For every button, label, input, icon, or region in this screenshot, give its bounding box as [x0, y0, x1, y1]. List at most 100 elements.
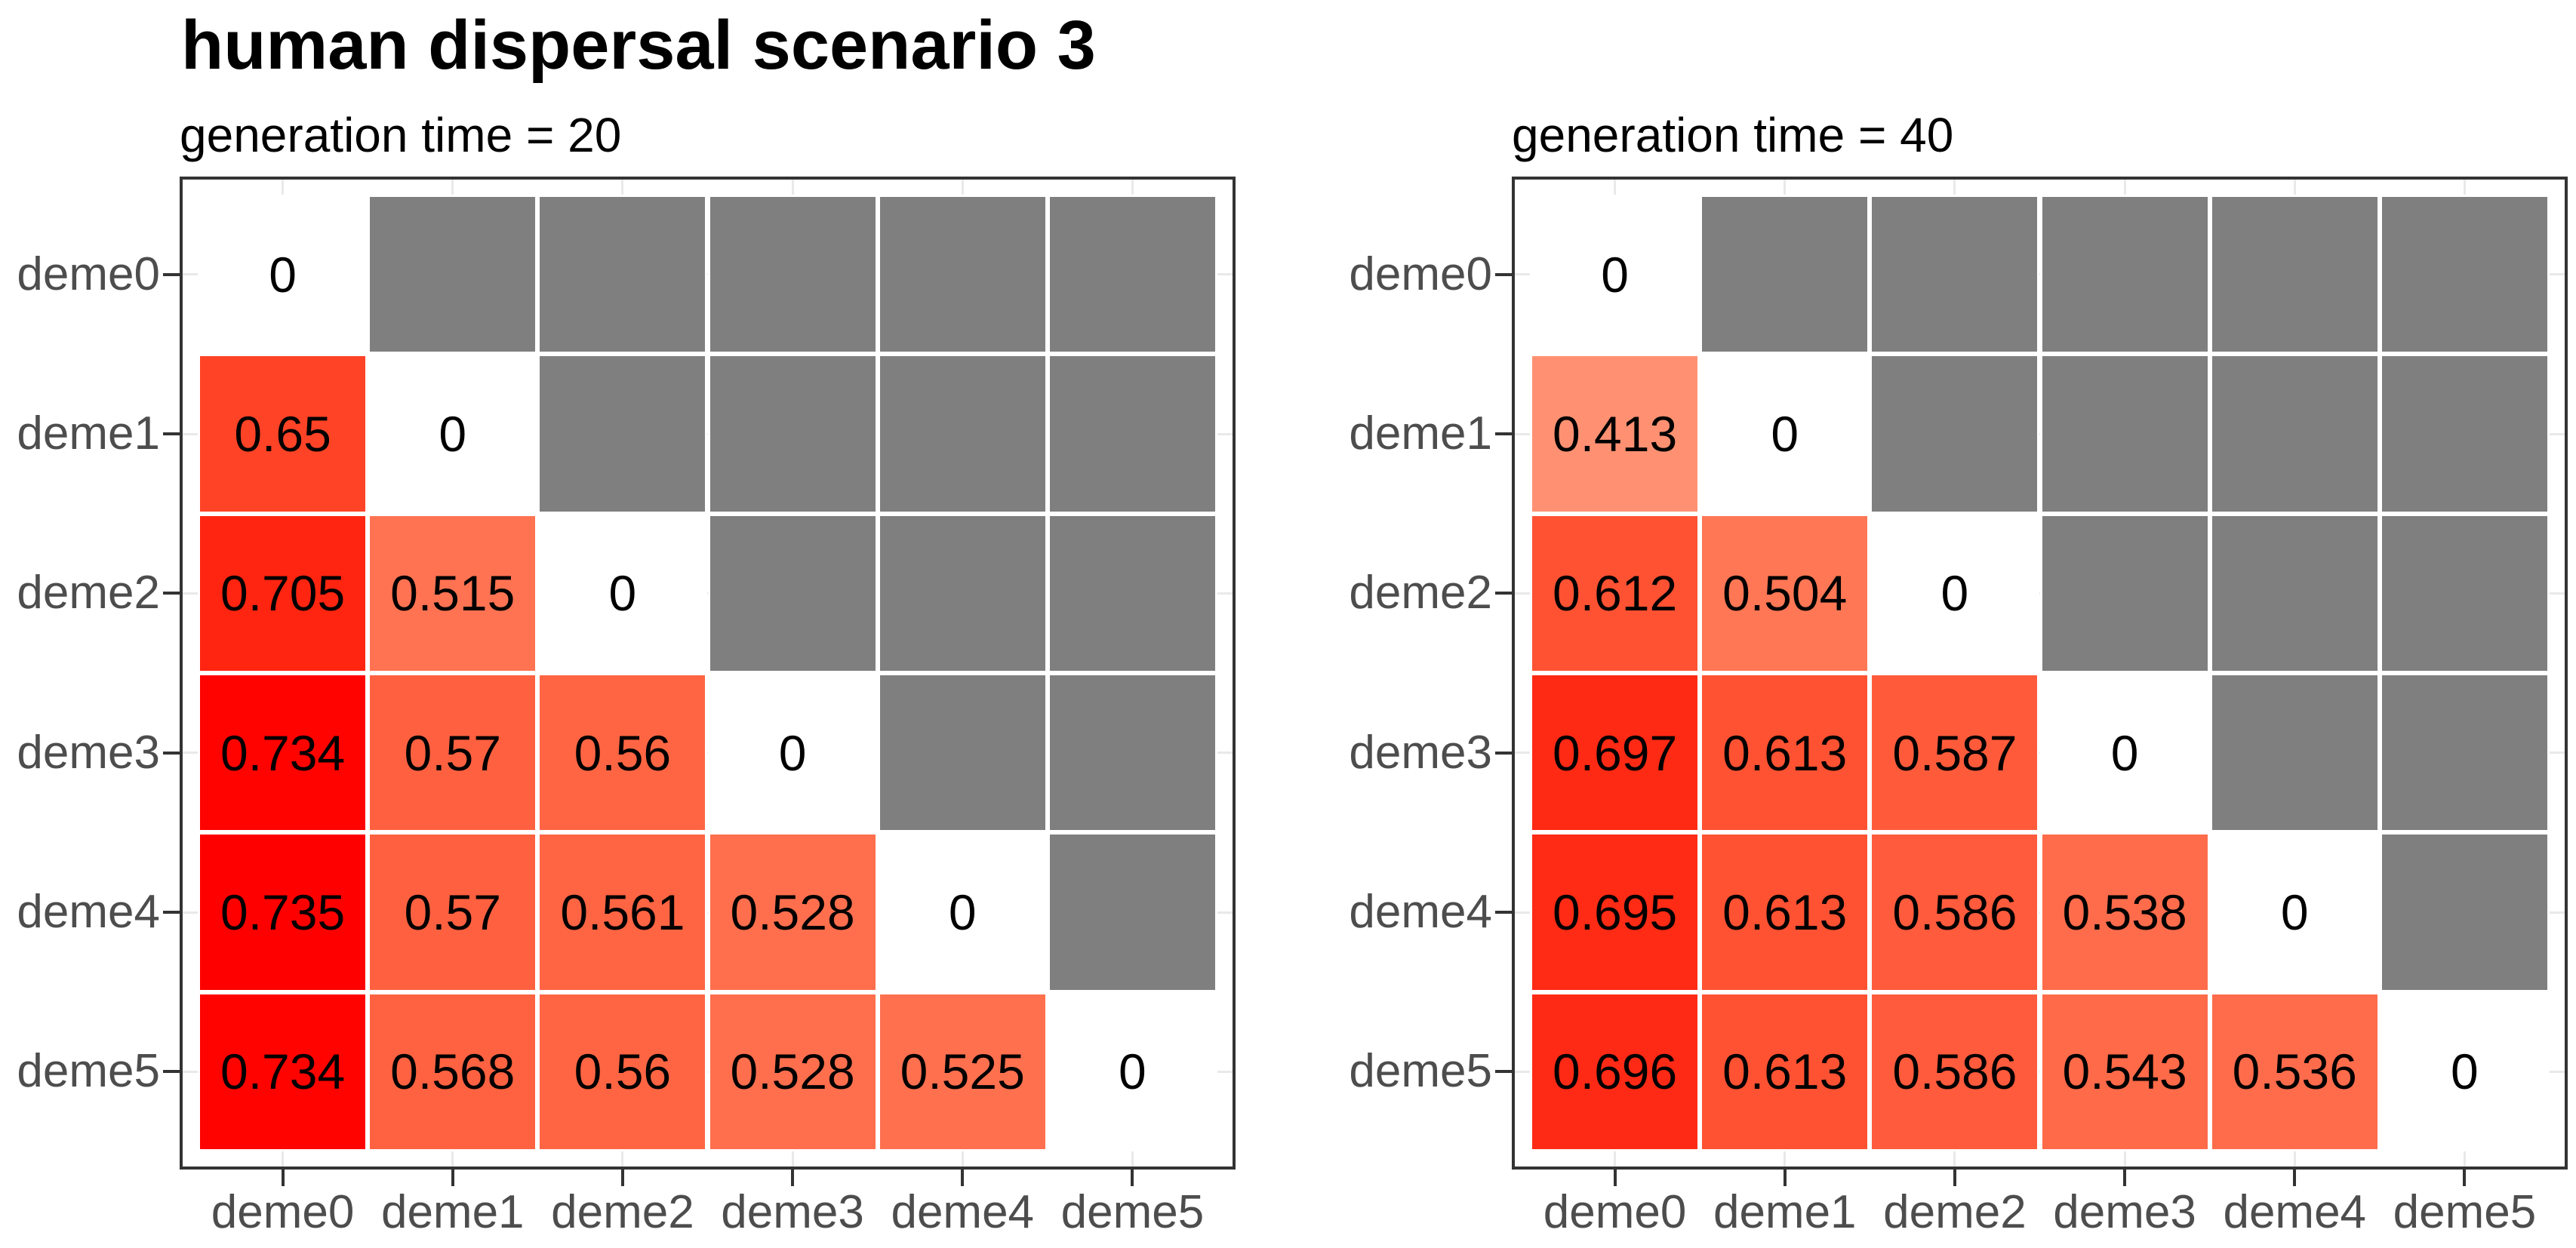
x-axis-label: deme4	[2223, 1186, 2367, 1238]
na-cell	[707, 195, 878, 355]
heatmap-cell: 0.65	[198, 354, 368, 514]
heatmap-cell: 0.587	[1870, 673, 2040, 833]
y-axis-label: deme5	[17, 1045, 160, 1098]
y-tick	[1495, 751, 1512, 755]
na-cell	[2039, 354, 2210, 514]
heatmap-cell: 0.613	[1700, 832, 1870, 992]
heatmap-cell: 0	[2039, 673, 2210, 833]
na-cell	[877, 354, 1048, 514]
heatmap-cell: 0.536	[2209, 991, 2380, 1151]
y-axis-label: deme0	[17, 247, 160, 300]
na-cell	[2209, 513, 2380, 673]
y-axis-label: deme3	[1349, 726, 1492, 779]
heatmap-panel-gen20: 0 0.65 0 0.705 0.515 0 0.734 0.57 0.56 0 0.735 0.57…	[180, 177, 1236, 1170]
y-tick	[1495, 1070, 1512, 1074]
heatmap-cell: 0.56	[537, 991, 708, 1151]
heatmap-cell: 0.57	[368, 832, 538, 992]
heatmap-cell: 0.568	[368, 991, 538, 1151]
y-axis-label: deme1	[17, 407, 160, 460]
x-axis-label: deme1	[380, 1186, 525, 1238]
y-tick	[1495, 432, 1512, 435]
y-axis-label: deme4	[1349, 886, 1492, 938]
heatmap-cell: 0	[2379, 991, 2550, 1151]
heatmap-panel-gen40: 0 0.413 0 0.612 0.504 0 0.697 0.613 0.587 0 0.695 0…	[1512, 177, 2568, 1170]
heatmap-cell: 0.57	[368, 673, 538, 833]
na-cell	[1047, 513, 1217, 673]
heatmap-cell: 0.613	[1700, 673, 1870, 833]
y-tick	[1495, 272, 1512, 276]
heatmap-cell: 0.705	[198, 513, 368, 673]
y-tick	[163, 751, 180, 755]
heatmap-cell: 0.612	[1530, 513, 1700, 673]
heatmap-cell: 0.586	[1870, 832, 2040, 992]
na-cell	[2209, 673, 2380, 833]
heatmap-cell: 0.543	[2039, 991, 2210, 1151]
facet-subtitle-gen40: generation time = 40	[1512, 108, 1954, 162]
x-axis-label: deme1	[1713, 1186, 1857, 1238]
na-cell	[877, 195, 1048, 355]
x-axis-label: deme5	[2393, 1186, 2537, 1238]
heatmap-cell: 0.613	[1700, 991, 1870, 1151]
y-tick	[163, 1070, 180, 1074]
x-tick	[1953, 1170, 1956, 1186]
facet-subtitle-gen20: generation time = 20	[180, 108, 622, 162]
x-tick	[1783, 1170, 1787, 1186]
heatmap-cell: 0	[1530, 195, 1700, 355]
na-cell	[537, 354, 708, 514]
heatmap-cell: 0	[707, 673, 878, 833]
heatmap-cell: 0.56	[537, 673, 708, 833]
na-cell	[877, 513, 1048, 673]
x-tick	[2293, 1170, 2297, 1186]
x-axis-label: deme0	[1543, 1186, 1687, 1238]
y-axis-label: deme0	[1349, 247, 1492, 300]
na-cell	[1047, 832, 1217, 992]
na-cell	[2209, 354, 2380, 514]
y-axis-label: deme3	[17, 726, 160, 779]
y-tick	[163, 272, 180, 276]
x-axis-label: deme2	[1883, 1186, 2027, 1238]
na-cell	[707, 513, 878, 673]
x-tick	[1613, 1170, 1617, 1186]
na-cell	[2209, 195, 2380, 355]
y-axis-label: deme5	[1349, 1045, 1492, 1098]
heatmap-cell: 0.528	[707, 991, 878, 1151]
heatmap-cell: 0	[368, 354, 538, 514]
heatmap-cell: 0.515	[368, 513, 538, 673]
chart-title: human dispersal scenario 3	[181, 7, 1096, 84]
x-axis-label: deme2	[551, 1186, 694, 1238]
na-cell	[368, 195, 538, 355]
y-tick	[163, 432, 180, 435]
na-cell	[1870, 354, 2040, 514]
heatmap-cell: 0.696	[1530, 991, 1700, 1151]
x-tick	[620, 1170, 624, 1186]
x-tick	[791, 1170, 795, 1186]
heatmap-cell: 0.525	[877, 991, 1048, 1151]
heatmap-cell: 0.735	[198, 832, 368, 992]
na-cell	[2379, 832, 2550, 992]
y-axis-label: deme2	[17, 567, 160, 619]
heatmap-cell: 0.734	[198, 991, 368, 1151]
y-axis-label: deme1	[1349, 407, 1492, 460]
na-cell	[1700, 195, 1870, 355]
y-tick	[1495, 911, 1512, 914]
heatmap-cell: 0.697	[1530, 673, 1700, 833]
na-cell	[2379, 673, 2550, 833]
x-axis-label: deme3	[721, 1186, 864, 1238]
heatmap-cell: 0.734	[198, 673, 368, 833]
heatmap-cell: 0.528	[707, 832, 878, 992]
na-cell	[1870, 195, 2040, 355]
na-cell	[707, 354, 878, 514]
heatmap-cell: 0.695	[1530, 832, 1700, 992]
heatmap-cell: 0.538	[2039, 832, 2210, 992]
na-cell	[1047, 354, 1217, 514]
x-axis-label: deme5	[1060, 1186, 1205, 1238]
na-cell	[537, 195, 708, 355]
x-axis-label: deme4	[891, 1186, 1035, 1238]
na-cell	[2379, 195, 2550, 355]
na-cell	[877, 673, 1048, 833]
x-axis-label: deme0	[211, 1186, 355, 1238]
na-cell	[2379, 354, 2550, 514]
heatmap-cell: 0	[198, 195, 368, 355]
na-cell	[1047, 673, 1217, 833]
x-tick	[451, 1170, 454, 1186]
